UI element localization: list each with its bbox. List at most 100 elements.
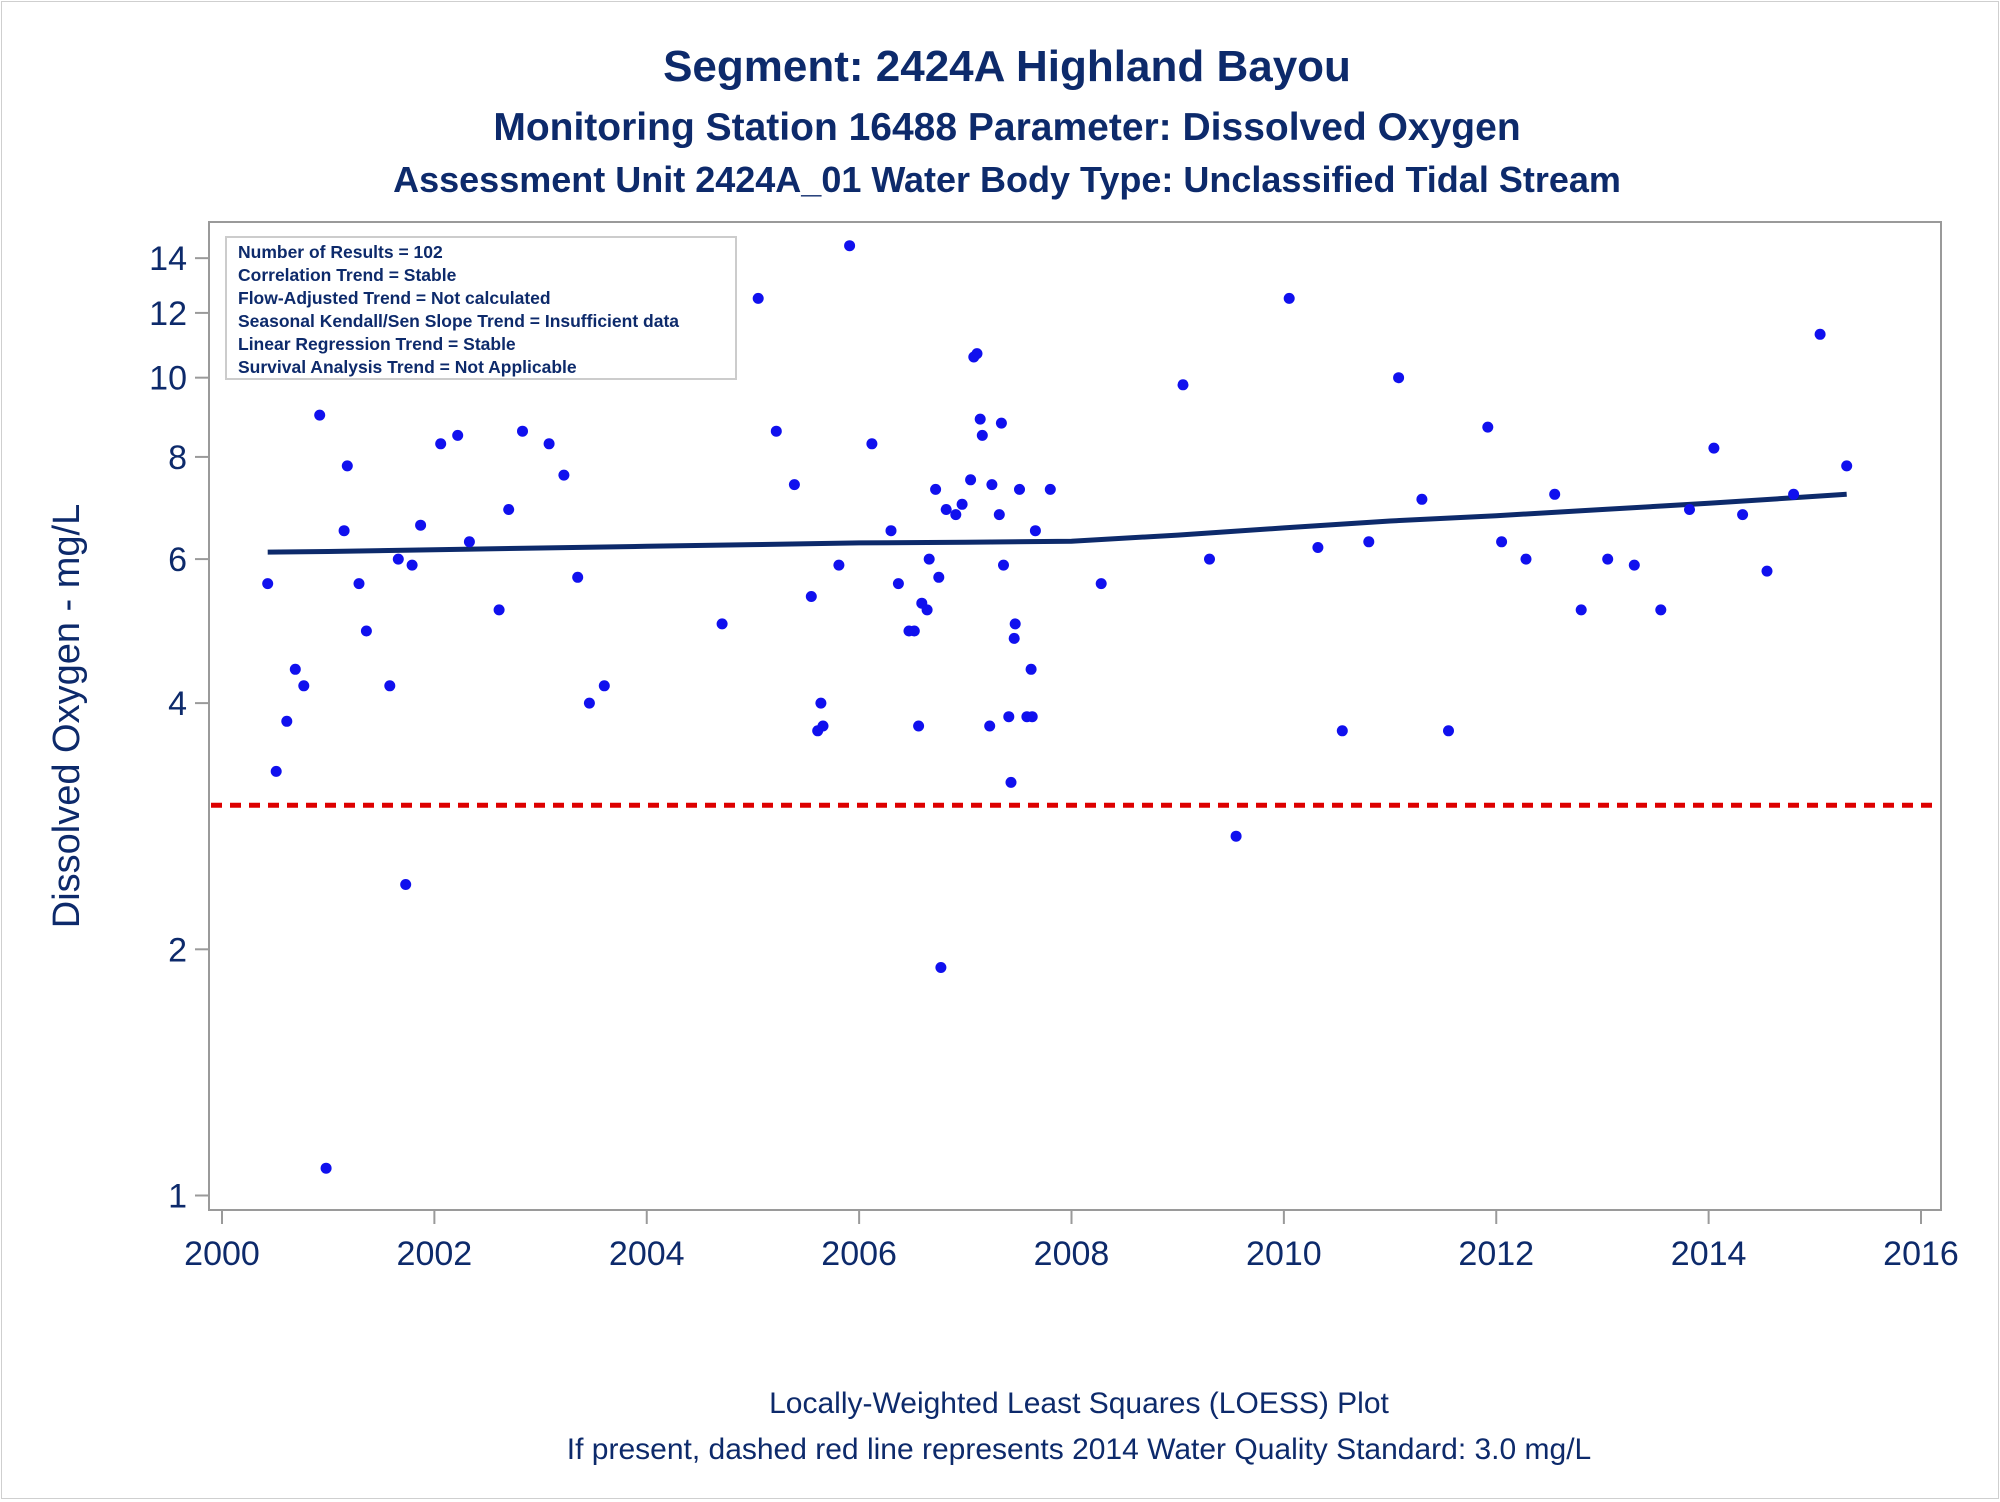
chart-title: Segment: 2424A Highland Bayou (663, 42, 1351, 91)
y-tick-label: 6 (168, 541, 187, 579)
data-point (984, 720, 996, 732)
y-tick-label: 2 (168, 931, 187, 969)
data-point (976, 429, 988, 441)
data-point (1177, 379, 1189, 391)
data-point (1363, 536, 1375, 548)
inset-line: Linear Regression Trend = Stable (238, 334, 516, 354)
data-point (1026, 711, 1038, 723)
data-point (1684, 504, 1695, 515)
data-point (1025, 663, 1037, 675)
data-point (1549, 488, 1561, 500)
data-points (262, 240, 1853, 1174)
plot-area (208, 221, 1942, 1211)
x-tick-label: 2002 (397, 1235, 473, 1273)
data-point (493, 604, 505, 616)
y-tick-label: 8 (168, 439, 187, 477)
data-point (270, 765, 282, 777)
data-point (1204, 553, 1215, 565)
data-point (1230, 830, 1242, 842)
data-point (817, 720, 829, 732)
data-point (1003, 711, 1015, 723)
data-point (1095, 578, 1107, 590)
data-point (1708, 442, 1720, 454)
data-point (993, 509, 1005, 521)
data-point (908, 625, 920, 637)
loess-trend-line (267, 491, 1847, 555)
data-point (1737, 509, 1749, 521)
data-point (289, 663, 301, 675)
x-tick-label: 2006 (821, 1235, 897, 1273)
data-point (923, 553, 935, 565)
data-point (1009, 618, 1021, 630)
data-point (1841, 460, 1853, 472)
data-point (298, 680, 310, 692)
y-tick-label: 10 (149, 360, 187, 398)
data-point (805, 591, 817, 602)
inset-line: Correlation Trend = Stable (238, 265, 457, 285)
data-point (933, 571, 945, 583)
data-point (986, 479, 998, 491)
data-point (885, 525, 897, 537)
data-point (844, 240, 856, 252)
data-point (921, 604, 933, 616)
data-point (716, 618, 728, 630)
data-point (956, 498, 968, 510)
data-point (1788, 488, 1800, 500)
x-tick-label: 2016 (1883, 1235, 1959, 1273)
data-point (406, 559, 418, 571)
data-point (384, 680, 396, 692)
y-tick-label: 14 (149, 240, 187, 278)
footnote-loess: Locally-Weighted Least Squares (LOESS) P… (769, 1387, 1389, 1420)
data-point (558, 469, 570, 481)
data-point (1628, 559, 1640, 571)
data-point (752, 292, 764, 304)
data-point (517, 425, 528, 437)
data-point (935, 962, 947, 973)
data-point (353, 578, 365, 590)
data-point (815, 697, 827, 709)
y-axis-label: Dissolved Oxygen - mg/L (46, 504, 88, 929)
stats-inset-box (225, 236, 737, 380)
data-point (950, 509, 962, 521)
data-point (1575, 604, 1587, 616)
data-point (598, 680, 610, 692)
data-point (1602, 553, 1614, 565)
data-point (1814, 328, 1826, 340)
x-tick-label: 2004 (609, 1235, 685, 1273)
x-tick-label: 2010 (1246, 1235, 1322, 1273)
data-point (341, 460, 353, 472)
y-tick-label: 12 (149, 295, 187, 333)
data-point (892, 578, 904, 590)
data-point (338, 525, 350, 537)
inset-line: Seasonal Kendall/Sen Slope Trend = Insuf… (238, 311, 679, 331)
data-point (770, 425, 782, 437)
chart-subtitle-2: Assessment Unit 2424A_01 Water Body Type… (393, 159, 1621, 200)
data-point (1014, 483, 1025, 495)
data-point (1005, 776, 1017, 788)
data-point (1336, 725, 1348, 737)
data-point (503, 504, 515, 515)
data-point (1761, 565, 1773, 577)
data-point (1655, 604, 1667, 616)
x-tick-label: 2014 (1671, 1235, 1747, 1273)
x-tick-label: 2008 (1034, 1235, 1110, 1273)
data-point (1482, 421, 1494, 433)
data-point (788, 479, 800, 491)
data-point (833, 559, 845, 571)
data-point (995, 417, 1007, 429)
y-tick-label: 1 (168, 1178, 187, 1216)
data-point (415, 519, 427, 531)
data-point (1044, 483, 1056, 495)
data-point (543, 438, 555, 450)
data-point (320, 1162, 332, 1174)
data-point (1443, 725, 1454, 737)
data-point (1312, 542, 1324, 553)
data-point (866, 438, 878, 450)
data-point (281, 715, 293, 727)
data-point (1416, 493, 1428, 505)
y-tick-label: 4 (168, 685, 187, 723)
x-tick-label: 2012 (1458, 1235, 1534, 1273)
data-point (1496, 536, 1508, 548)
